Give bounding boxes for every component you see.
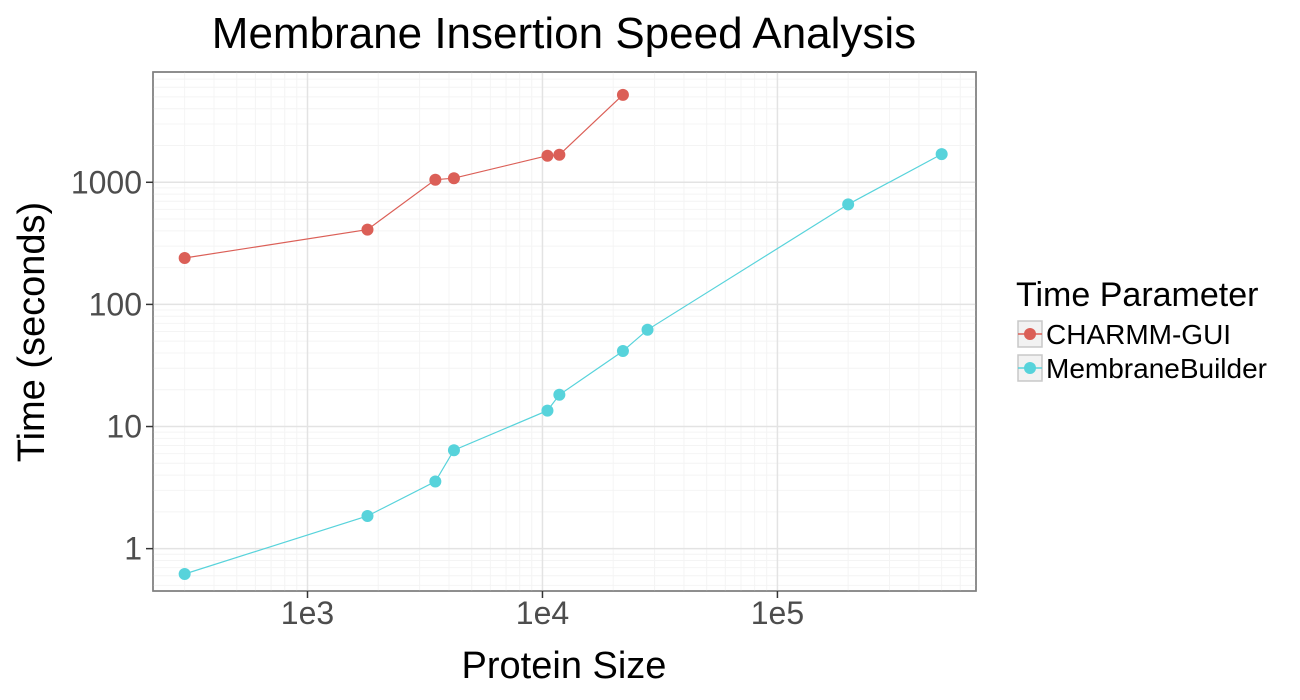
data-point [842, 198, 855, 211]
data-point [178, 568, 191, 581]
x-axis-title: Protein Size [462, 645, 667, 687]
legend-title: Time Parameter [1016, 276, 1258, 314]
data-point [429, 173, 442, 186]
y-axis: 1 10 100 1000 [71, 164, 153, 567]
y-tick-label: 1 [124, 531, 142, 567]
data-point [361, 510, 374, 523]
y-tick-label: 1000 [71, 164, 142, 200]
minor-grid [153, 72, 976, 591]
data-point [178, 251, 191, 264]
y-axis-title: Time (seconds) [11, 202, 53, 462]
x-tick-label: 1e5 [751, 595, 804, 631]
data-point [553, 388, 566, 401]
data-point [641, 323, 654, 336]
legend-label: CHARMM-GUI [1046, 319, 1231, 350]
series-line [184, 153, 942, 575]
chart-title: Membrane Insertion Speed Analysis [212, 9, 916, 58]
x-tick-label: 1e4 [516, 595, 569, 631]
data-point [541, 404, 554, 417]
data-point [429, 475, 442, 488]
data-point [361, 223, 374, 236]
data-point [616, 88, 629, 101]
data-point [447, 172, 460, 185]
y-tick-label: 10 [106, 409, 142, 445]
x-tick-label: 1e3 [281, 595, 334, 631]
data-point [616, 345, 629, 358]
x-axis: 1e3 1e4 1e5 [281, 591, 804, 631]
legend-key-marker [1024, 362, 1036, 374]
data-point [541, 149, 554, 162]
major-grid [153, 72, 976, 591]
plot-border [152, 71, 977, 592]
data-point [553, 148, 566, 161]
y-tick-label: 100 [89, 286, 142, 322]
data-point [935, 148, 948, 161]
legend-label: MembraneBuilder [1046, 353, 1267, 384]
legend-key-marker [1024, 328, 1036, 340]
series-layer [178, 88, 948, 581]
data-point [447, 444, 460, 457]
